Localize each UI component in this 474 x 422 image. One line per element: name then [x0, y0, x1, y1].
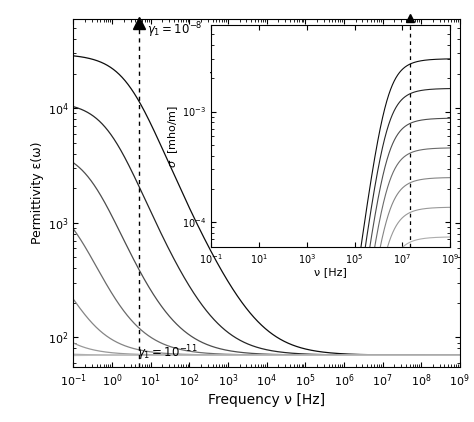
Text: $\gamma_1=10^{-11}$: $\gamma_1=10^{-11}$: [137, 343, 198, 363]
X-axis label: Frequency ν [Hz]: Frequency ν [Hz]: [208, 393, 325, 407]
Y-axis label: $\sigma$  [mho/m]: $\sigma$ [mho/m]: [167, 105, 181, 168]
Text: $\gamma_2=0$: $\gamma_2=0$: [208, 68, 246, 84]
Text: $\gamma_1=10^{-8}$: $\gamma_1=10^{-8}$: [147, 20, 202, 40]
X-axis label: ν [Hz]: ν [Hz]: [314, 267, 347, 277]
Y-axis label: Permittivity ε(ω): Permittivity ε(ω): [31, 142, 44, 244]
